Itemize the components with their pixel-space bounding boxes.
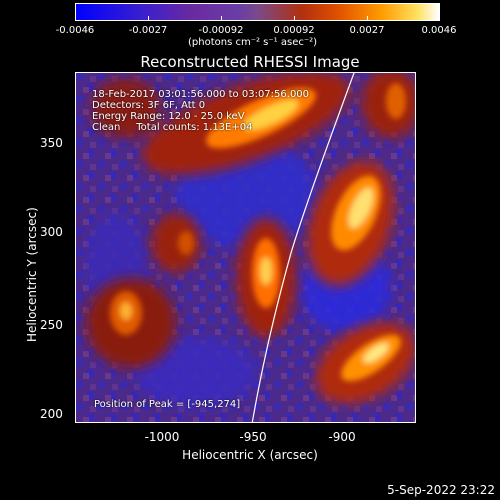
peak-position-label: Position of Peak = [-945,274] bbox=[94, 399, 241, 410]
x-tick-label: -950 bbox=[239, 430, 267, 444]
clean-counts-label: Clean Total counts: 1.13E+04 bbox=[92, 122, 253, 133]
energy-range-label: Energy Range: 12.0 - 25.0 keV bbox=[92, 111, 245, 122]
colorbar-tick-mark bbox=[221, 16, 222, 21]
colorbar-tick-label: -0.00092 bbox=[198, 25, 244, 36]
colorbar-tick-mark bbox=[148, 16, 149, 21]
colorbar-tick-label: 0.0027 bbox=[349, 25, 385, 36]
colorbar-tick-mark bbox=[294, 16, 295, 21]
time-range-label: 18-Feb-2017 03:01:56.000 to 03:07:56.000 bbox=[92, 89, 310, 100]
colorbar-tick-label: -0.0027 bbox=[128, 25, 168, 36]
colorbar-tick-mark bbox=[367, 16, 368, 21]
image-title: Reconstructed RHESSI Image bbox=[140, 53, 360, 71]
y-axis-label: Heliocentric Y (arcsec) bbox=[25, 207, 39, 342]
x-tick-label: -1000 bbox=[144, 430, 180, 444]
image-canvas bbox=[76, 73, 415, 422]
x-tick-label: -900 bbox=[328, 430, 356, 444]
y-tick-label: 200 bbox=[40, 407, 63, 421]
colorbar-tick-label: -0.0046 bbox=[55, 25, 95, 36]
y-tick-label: 300 bbox=[40, 225, 63, 239]
colorbar-units: (photons cm⁻² s⁻¹ asec⁻²) bbox=[188, 37, 318, 48]
colorbar-tick-mark bbox=[439, 16, 440, 21]
y-tick-label: 250 bbox=[40, 318, 63, 332]
timestamp-footer: 5-Sep-2022 23:22 bbox=[387, 483, 495, 497]
detectors-label: Detectors: 3F 6F, Att 0 bbox=[92, 100, 206, 111]
colorbar-tick-label: 0.00092 bbox=[273, 25, 315, 36]
y-tick-label: 350 bbox=[40, 136, 63, 150]
x-axis-label: Heliocentric X (arcsec) bbox=[182, 448, 318, 462]
colorbar bbox=[75, 3, 440, 21]
solar-limb bbox=[251, 73, 355, 422]
image-plot: 18-Feb-2017 03:01:56.000 to 03:07:56.000… bbox=[75, 72, 416, 423]
colorbar-tick-label: 0.0046 bbox=[421, 25, 457, 36]
colorbar-tick-mark bbox=[75, 16, 76, 21]
